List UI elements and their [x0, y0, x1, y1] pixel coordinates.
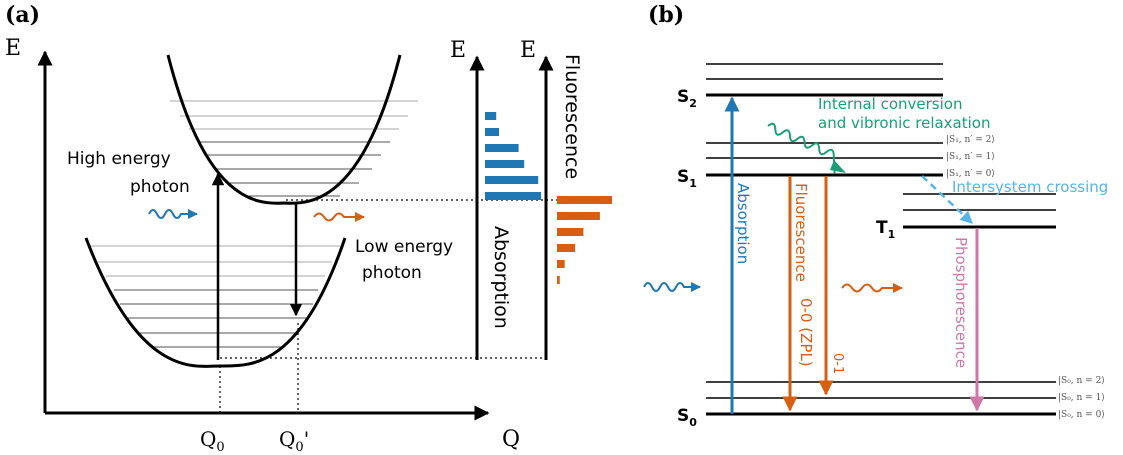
s0-n2-ket: |S₀, n = 2⟩ [1058, 376, 1105, 386]
q0-prime-tick-label: Q0' [279, 427, 309, 455]
absorption-bar [485, 112, 497, 120]
s0-n0-ket: |S₀, n = 0⟩ [1058, 410, 1105, 420]
zpl-label: 0-0 (ZPL) [797, 298, 815, 367]
absorption-bar [485, 128, 499, 136]
s1-n2-ket: |S₁, n′ = 2⟩ [946, 135, 995, 145]
absorption-axis-label: E [450, 38, 466, 63]
panel-b: (b) S2 S1 T1 S0 |S₁, n′ = 2⟩ [643, 2, 1108, 429]
absorption-spectrum-bars [485, 112, 541, 200]
fluorescence-axis-label: E [520, 38, 536, 63]
fluorescence-bar [557, 276, 560, 284]
internal-conversion-arrow [767, 122, 836, 174]
fluorescence-bar [557, 212, 600, 220]
absorption-bar [485, 192, 541, 200]
emitted-photon-icon [841, 283, 903, 293]
s2-label: S2 [677, 87, 697, 110]
fluorescence-label: Fluorescence [792, 183, 810, 282]
s1-n0-ket: |S₁, n′ = 0⟩ [946, 169, 995, 179]
fluorescence-bar [557, 244, 576, 252]
q-axis-label: Q [502, 427, 520, 452]
s1-vibrational-levels [706, 142, 943, 159]
excited-vibrational-levels-dark [198, 141, 390, 197]
high-energy-photon-label-2: photon [130, 177, 190, 197]
low-energy-photon-label-2: photon [362, 263, 422, 283]
incoming-photon-icon [643, 282, 701, 292]
low-energy-photon-icon [313, 212, 365, 222]
absorption-label: Absorption [734, 183, 752, 264]
low-energy-photon-label-1: Low energy [355, 237, 453, 257]
energy-axis-label: E [5, 36, 21, 61]
fluorescence-bar [557, 228, 584, 236]
zero-one-label: 0-1 [830, 353, 845, 374]
s1-label: S1 [677, 167, 697, 190]
high-energy-photon-icon [148, 209, 198, 219]
panel-a: (a) E Q [5, 2, 612, 455]
q0-tick-label: Q0 [200, 427, 225, 455]
t1-label: T1 [876, 218, 895, 241]
absorption-bar [485, 144, 519, 152]
fluorescence-bar [557, 196, 612, 204]
panel-b-label: (b) [648, 2, 684, 28]
fluorescence-bar [557, 260, 565, 268]
s0-vibrational-levels [706, 381, 1056, 399]
s0-n1-ket: |S₀, n = 1⟩ [1058, 393, 1105, 403]
excited-vibrational-levels [170, 100, 418, 130]
panel-a-label: (a) [5, 2, 40, 28]
internal-conversion-arrowhead [830, 160, 846, 173]
ground-vibrational-levels-light [88, 245, 340, 277]
high-energy-photon-label-1: High energy [67, 149, 171, 169]
phosphorescence-label: Phosphorescence [952, 237, 970, 368]
intersystem-crossing-label: Intersystem crossing [952, 178, 1108, 196]
excited-state-potential [166, 54, 402, 205]
fluorescence-spectrum-bars [557, 196, 612, 284]
fluorescence-spectrum-label: Fluorescence [561, 54, 583, 179]
internal-conversion-label-1: Internal conversion [818, 95, 962, 113]
s2-levels [706, 63, 943, 80]
internal-conversion-label-2: and vibronic relaxation [818, 114, 991, 132]
absorption-bar [485, 176, 539, 184]
t1-vibrational-levels [903, 193, 1056, 211]
absorption-spectrum-label: Absorption [490, 226, 512, 329]
absorption-bar [485, 160, 525, 168]
s0-label: S0 [677, 406, 697, 429]
s1-n1-ket: |S₁, n′ = 1⟩ [946, 152, 995, 162]
